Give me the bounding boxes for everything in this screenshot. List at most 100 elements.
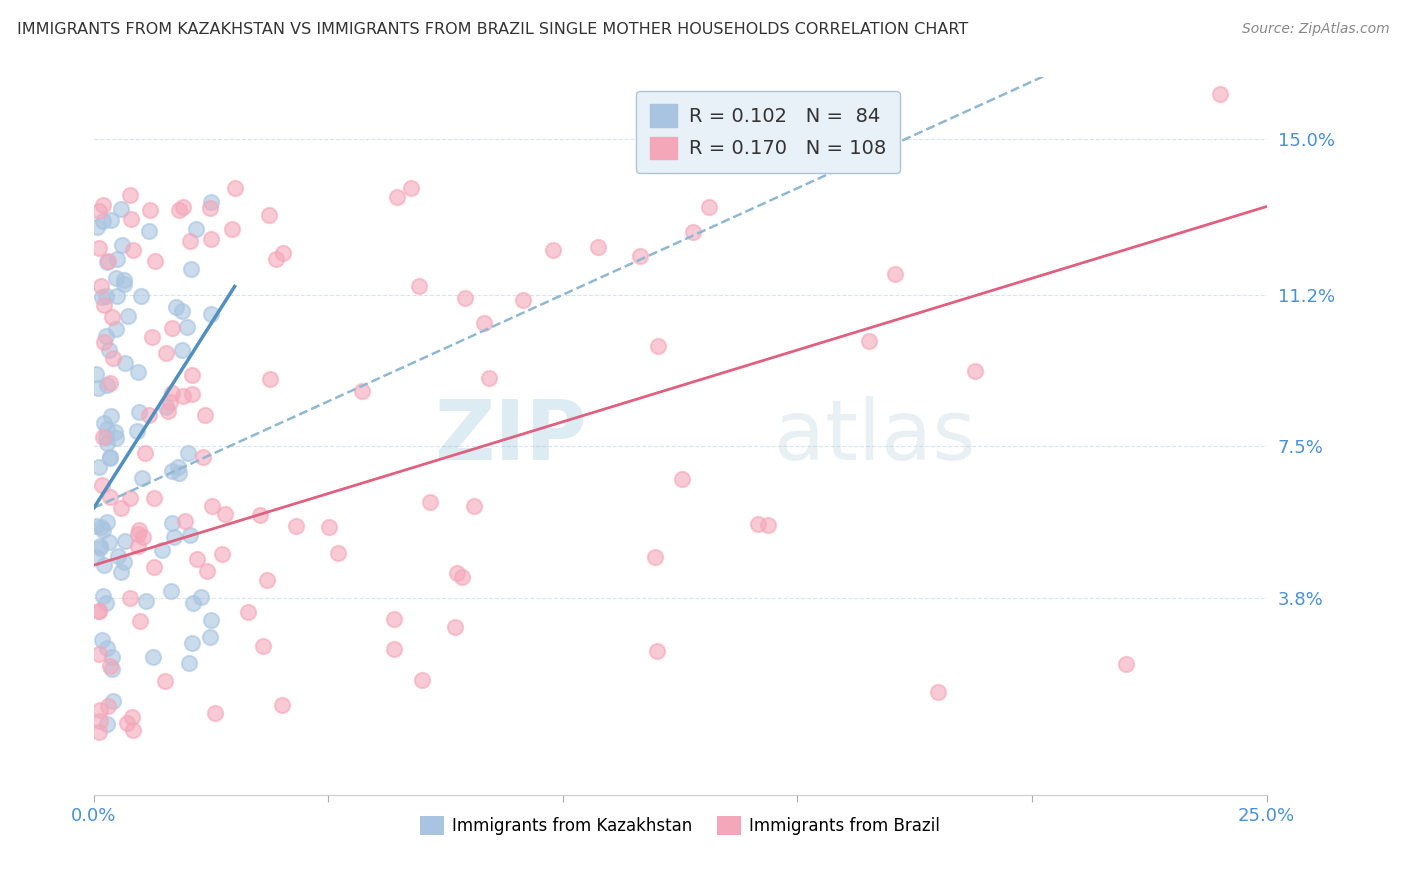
Point — [200, 194, 222, 209]
Point — [84, 367, 107, 381]
Point — [138, 224, 160, 238]
Point — [478, 371, 501, 385]
Point — [191, 450, 214, 464]
Point — [87, 459, 110, 474]
Point — [472, 316, 495, 330]
Point — [190, 590, 212, 604]
Point — [100, 310, 122, 324]
Point — [142, 649, 165, 664]
Point — [128, 523, 150, 537]
Point — [112, 273, 135, 287]
Point — [105, 431, 128, 445]
Point — [94, 289, 117, 303]
Point — [111, 238, 134, 252]
Point — [110, 202, 132, 217]
Point — [100, 409, 122, 423]
Point — [963, 364, 986, 378]
Point — [98, 450, 121, 465]
Point — [454, 292, 477, 306]
Point — [122, 723, 145, 737]
Point — [101, 351, 124, 365]
Point — [127, 365, 149, 379]
Point — [163, 530, 186, 544]
Point — [401, 181, 423, 195]
Point — [352, 384, 374, 399]
Point — [141, 329, 163, 343]
Point — [132, 530, 155, 544]
Text: Source: ZipAtlas.com: Source: ZipAtlas.com — [1241, 22, 1389, 37]
Point — [628, 249, 651, 263]
Point — [193, 409, 215, 423]
Point — [270, 698, 292, 712]
Point — [118, 187, 141, 202]
Point — [93, 298, 115, 312]
Point — [252, 639, 274, 653]
Point — [382, 612, 405, 626]
Point — [172, 389, 194, 403]
Point — [1115, 657, 1137, 671]
Point — [749, 120, 772, 134]
Point — [271, 245, 294, 260]
Point — [159, 584, 181, 599]
Point — [129, 289, 152, 303]
Point — [200, 613, 222, 627]
Point — [259, 372, 281, 386]
Point — [90, 279, 112, 293]
Point — [97, 699, 120, 714]
Point — [114, 534, 136, 549]
Point — [84, 519, 107, 533]
Point — [96, 430, 118, 444]
Point — [135, 594, 157, 608]
Point — [385, 190, 408, 204]
Point — [221, 221, 243, 235]
Point — [170, 303, 193, 318]
Point — [107, 549, 129, 563]
Point — [91, 430, 114, 444]
Text: ZIP: ZIP — [434, 395, 586, 476]
Point — [98, 343, 121, 358]
Point — [96, 377, 118, 392]
Point — [697, 200, 720, 214]
Point — [201, 500, 224, 514]
Point — [200, 307, 222, 321]
Point — [285, 518, 308, 533]
Point — [224, 181, 246, 195]
Point — [162, 464, 184, 478]
Point — [112, 555, 135, 569]
Point — [512, 293, 534, 307]
Point — [883, 268, 905, 282]
Point — [97, 253, 120, 268]
Point — [87, 724, 110, 739]
Point — [167, 203, 190, 218]
Point — [756, 518, 779, 533]
Point — [155, 400, 177, 414]
Point — [153, 673, 176, 688]
Point — [96, 435, 118, 450]
Point — [93, 417, 115, 431]
Point — [87, 604, 110, 618]
Point — [90, 519, 112, 533]
Point — [180, 387, 202, 401]
Point — [177, 446, 200, 460]
Point — [110, 501, 132, 516]
Point — [90, 290, 112, 304]
Point — [236, 605, 259, 619]
Point — [90, 478, 112, 492]
Point — [96, 515, 118, 529]
Point — [121, 243, 143, 257]
Point — [181, 368, 204, 382]
Point — [411, 673, 433, 687]
Point — [177, 656, 200, 670]
Point — [87, 647, 110, 661]
Point — [134, 446, 156, 460]
Point — [117, 309, 139, 323]
Point — [160, 321, 183, 335]
Point — [157, 404, 180, 418]
Point — [87, 381, 110, 395]
Point — [91, 198, 114, 212]
Point — [93, 334, 115, 349]
Point — [143, 254, 166, 268]
Point — [96, 641, 118, 656]
Point — [93, 558, 115, 572]
Point — [105, 271, 128, 285]
